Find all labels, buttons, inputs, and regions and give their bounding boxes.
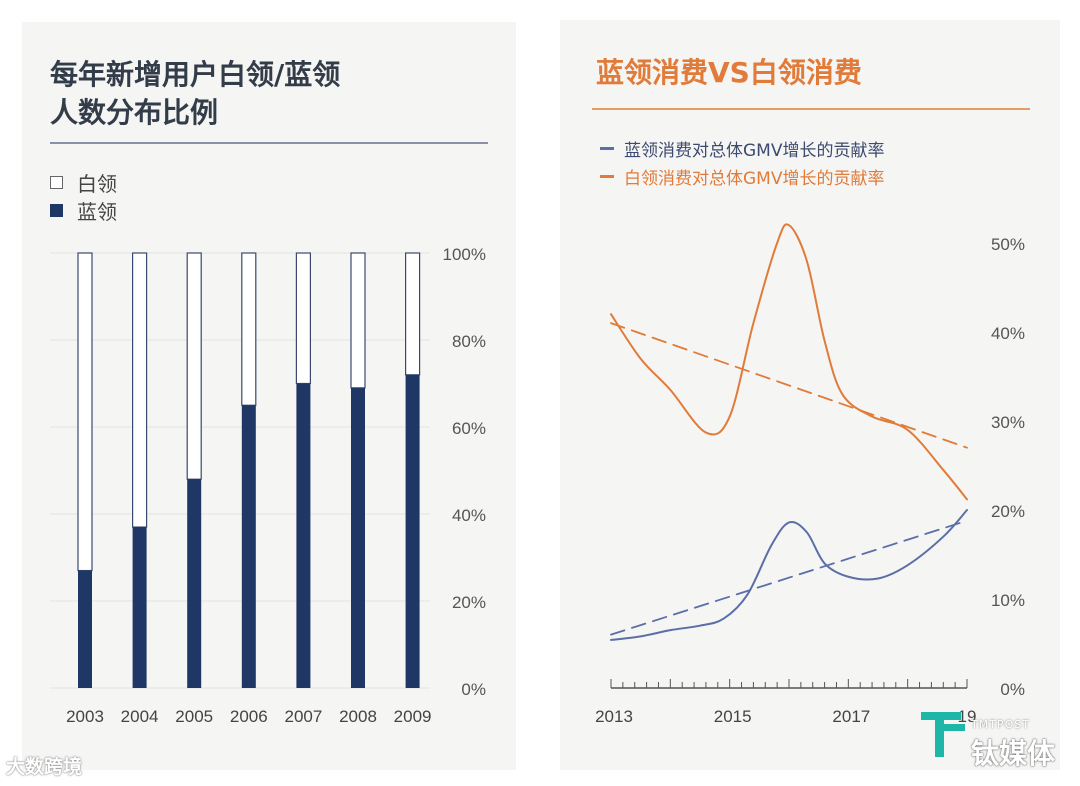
watermark-left: 大数跨境 bbox=[6, 756, 83, 778]
bar-white-collar bbox=[186, 252, 202, 480]
tmtpost-logo-icon bbox=[921, 712, 965, 757]
bar-white-collar bbox=[241, 252, 257, 406]
y-tick-label-right: 50% bbox=[991, 235, 1025, 254]
y-tick-label-right: 10% bbox=[991, 591, 1025, 610]
bar-white-collar bbox=[350, 252, 366, 389]
watermark-tmtpost-logo-text: 钛媒体 bbox=[971, 737, 1056, 770]
legend-item-white-collar: 白领 bbox=[50, 168, 117, 197]
bar-blue-collar bbox=[405, 374, 420, 688]
x-tick-label-left: 2009 bbox=[394, 707, 432, 726]
y-tick-label-left: 20% bbox=[452, 593, 486, 612]
y-tick-label-left: 60% bbox=[452, 419, 486, 438]
right-chart-title: 蓝领消费VS白领消费 bbox=[596, 56, 862, 89]
x-tick-label-left: 2007 bbox=[284, 707, 322, 726]
bar-white-collar bbox=[132, 252, 148, 528]
legend-line-blue-collar-gmv bbox=[600, 147, 614, 150]
bar-blue-collar bbox=[187, 479, 202, 688]
bar-white-collar bbox=[405, 252, 421, 376]
x-tick-label-left: 2008 bbox=[339, 707, 377, 726]
legend-item-blue-collar: 蓝领 bbox=[50, 196, 117, 225]
legend-label-blue-collar: 蓝领 bbox=[77, 200, 117, 224]
legend-label-white-collar: 白领 bbox=[77, 172, 117, 196]
line-blue-collar-gmv bbox=[610, 509, 968, 641]
y-tick-label-left: 100% bbox=[443, 245, 486, 264]
left-chart-title-line1: 每年新增用户白领/蓝领 bbox=[50, 58, 341, 91]
y-tick-label-right: 0% bbox=[1000, 680, 1025, 699]
x-tick-label-left: 2006 bbox=[230, 707, 268, 726]
x-tick-label-right: 2013 bbox=[595, 707, 633, 726]
right-title-divider bbox=[592, 108, 1030, 110]
legend-swatch-blue-collar bbox=[50, 204, 63, 217]
x-tick-label-right: 2017 bbox=[832, 707, 870, 726]
y-tick-label-right: 30% bbox=[991, 413, 1025, 432]
left-chart-title-line2: 人数分布比例 bbox=[50, 96, 219, 129]
bar-white-collar bbox=[77, 252, 93, 572]
watermark-tmtpost-text: TMTPOST bbox=[971, 718, 1030, 731]
y-tick-label-left: 40% bbox=[452, 506, 486, 525]
legend-item-blue-collar-gmv: 蓝领消费对总体GMV增长的贡献率 bbox=[600, 136, 884, 161]
y-tick-label-right: 40% bbox=[991, 324, 1025, 343]
x-tick-label-left: 2005 bbox=[175, 707, 213, 726]
legend-label-blue-collar-gmv: 蓝领消费对总体GMV增长的贡献率 bbox=[624, 141, 885, 161]
trendline-white-collar bbox=[610, 322, 968, 449]
legend-label-white-collar-gmv: 白领消费对总体GMV增长的贡献率 bbox=[624, 169, 885, 189]
watermark-right-logo: TMTPOST 钛媒体 bbox=[915, 702, 1060, 770]
y-tick-label-left: 0% bbox=[461, 680, 486, 699]
x-tick-label-right: 19 bbox=[958, 707, 977, 726]
bar-white-collar bbox=[295, 252, 311, 385]
x-tick-label-left: 2004 bbox=[121, 707, 159, 726]
x-tick-label-right: 2015 bbox=[714, 707, 752, 726]
x-tick-label-left: 2003 bbox=[66, 707, 104, 726]
y-tick-label-right: 20% bbox=[991, 502, 1025, 521]
trendline-blue-collar bbox=[610, 519, 968, 636]
bar-blue-collar bbox=[241, 405, 256, 688]
left-title-divider bbox=[50, 142, 488, 144]
bar-blue-collar bbox=[296, 383, 311, 688]
legend-swatch-white-collar bbox=[50, 176, 63, 189]
bar-blue-collar bbox=[78, 570, 92, 688]
bar-blue-collar bbox=[351, 387, 365, 688]
y-tick-label-left: 80% bbox=[452, 332, 486, 351]
legend-item-white-collar-gmv: 白领消费对总体GMV增长的贡献率 bbox=[600, 164, 884, 189]
legend-line-white-collar-gmv bbox=[600, 175, 614, 178]
right-chart-panel: 蓝领消费VS白领消费 蓝领消费对总体GMV增长的贡献率 白领消费对总体GMV增长… bbox=[560, 20, 1060, 770]
line-white-collar-gmv bbox=[610, 223, 968, 501]
left-chart-panel: 每年新增用户白领/蓝领 人数分布比例 白领 蓝领 bbox=[22, 22, 516, 770]
bar-blue-collar bbox=[132, 527, 147, 688]
